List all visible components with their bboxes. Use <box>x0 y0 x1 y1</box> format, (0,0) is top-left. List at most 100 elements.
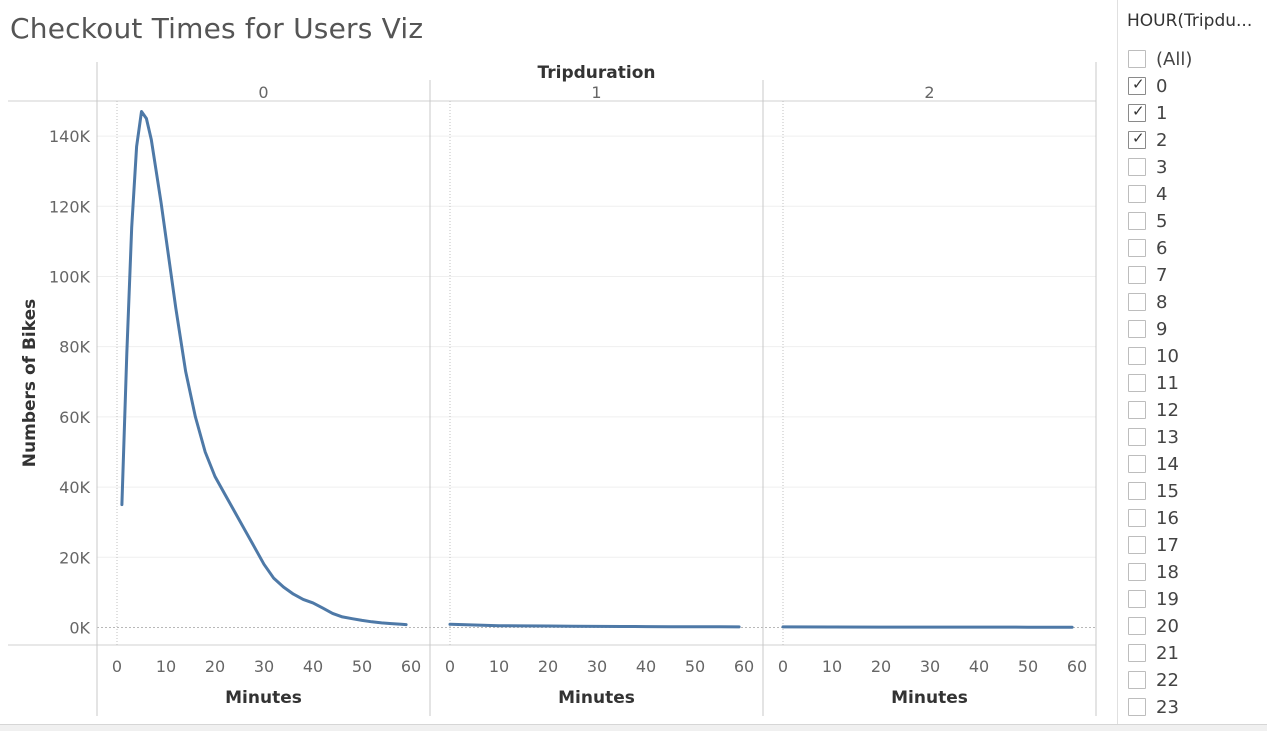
x-tick-label: 30 <box>254 657 274 676</box>
filter-option[interactable]: 13 <box>1128 425 1179 449</box>
filter-option[interactable]: 6 <box>1128 236 1167 260</box>
x-tick-label: 0 <box>112 657 122 676</box>
filter-checkbox[interactable] <box>1128 455 1146 473</box>
filter-checkbox[interactable] <box>1128 698 1146 716</box>
filter-option-label: 22 <box>1156 670 1179 691</box>
filter-option-label: 1 <box>1156 103 1167 124</box>
filter-checkbox[interactable] <box>1128 509 1146 527</box>
x-tick-label: 60 <box>401 657 421 676</box>
panel-label: 0 <box>258 83 268 102</box>
filter-option-label: 16 <box>1156 508 1179 529</box>
panel-label: 2 <box>924 83 934 102</box>
line-chart: Tripduration0K20K40K60K80K100K120K140KNu… <box>0 0 1110 724</box>
series-line <box>450 624 739 627</box>
filter-option-label: 4 <box>1156 184 1167 205</box>
filter-option[interactable]: 14 <box>1128 452 1179 476</box>
filter-option-label: 12 <box>1156 400 1179 421</box>
filter-option-label: 8 <box>1156 292 1167 313</box>
y-tick-label: 0K <box>69 618 90 637</box>
filter-option[interactable]: 0 <box>1128 74 1167 98</box>
x-axis-title: Minutes <box>558 688 635 708</box>
filter-checkbox[interactable] <box>1128 293 1146 311</box>
y-tick-label: 40K <box>59 478 90 497</box>
filter-option[interactable]: 11 <box>1128 371 1179 395</box>
filter-checkbox[interactable] <box>1128 266 1146 284</box>
x-tick-label: 40 <box>636 657 656 676</box>
filter-option[interactable]: 4 <box>1128 182 1167 206</box>
x-tick-label: 30 <box>920 657 940 676</box>
filter-checkbox[interactable] <box>1128 131 1146 149</box>
filter-option[interactable]: 2 <box>1128 128 1167 152</box>
filter-option[interactable]: 8 <box>1128 290 1167 314</box>
filter-checkbox[interactable] <box>1128 374 1146 392</box>
filter-checkbox[interactable] <box>1128 50 1146 68</box>
x-tick-label: 20 <box>871 657 891 676</box>
filter-checkbox[interactable] <box>1128 347 1146 365</box>
filter-checkbox[interactable] <box>1128 239 1146 257</box>
filter-checkbox[interactable] <box>1128 77 1146 95</box>
x-tick-label: 50 <box>1018 657 1038 676</box>
filter-option[interactable]: 22 <box>1128 668 1179 692</box>
filter-checkbox[interactable] <box>1128 185 1146 203</box>
x-tick-label: 10 <box>489 657 509 676</box>
filter-option-label: 2 <box>1156 130 1167 151</box>
filter-checkbox[interactable] <box>1128 320 1146 338</box>
filter-option[interactable]: 16 <box>1128 506 1179 530</box>
x-tick-label: 30 <box>587 657 607 676</box>
filter-option[interactable]: 20 <box>1128 614 1179 638</box>
x-tick-label: 60 <box>734 657 754 676</box>
filter-checkbox[interactable] <box>1128 644 1146 662</box>
filter-checkbox[interactable] <box>1128 536 1146 554</box>
filter-option[interactable]: 12 <box>1128 398 1179 422</box>
x-tick-label: 10 <box>156 657 176 676</box>
y-tick-label: 60K <box>59 408 90 427</box>
x-tick-label: 20 <box>205 657 225 676</box>
filter-checkbox[interactable] <box>1128 158 1146 176</box>
filter-option[interactable]: 21 <box>1128 641 1179 665</box>
filter-option[interactable]: 1 <box>1128 101 1167 125</box>
filter-checkbox[interactable] <box>1128 401 1146 419</box>
filter-option[interactable]: 7 <box>1128 263 1167 287</box>
filter-option[interactable]: 18 <box>1128 560 1179 584</box>
filter-option-label: 5 <box>1156 211 1167 232</box>
x-tick-label: 40 <box>303 657 323 676</box>
filter-option-label: 11 <box>1156 373 1179 394</box>
filter-option-label: 21 <box>1156 643 1179 664</box>
filter-option[interactable]: 3 <box>1128 155 1167 179</box>
filter-checkbox[interactable] <box>1128 617 1146 635</box>
filter-option-label: 17 <box>1156 535 1179 556</box>
filter-checkbox[interactable] <box>1128 104 1146 122</box>
y-tick-label: 20K <box>59 548 90 567</box>
series-line <box>122 112 406 625</box>
filter-option[interactable]: 10 <box>1128 344 1179 368</box>
filter-option[interactable]: 15 <box>1128 479 1179 503</box>
filter-option-label: 9 <box>1156 319 1167 340</box>
filter-option-label: (All) <box>1156 49 1192 70</box>
y-tick-label: 140K <box>49 127 91 146</box>
filter-option-label: 6 <box>1156 238 1167 259</box>
filter-option[interactable]: 23 <box>1128 695 1179 719</box>
filter-checkbox[interactable] <box>1128 590 1146 608</box>
filter-checkbox[interactable] <box>1128 428 1146 446</box>
x-tick-label: 0 <box>445 657 455 676</box>
filter-option[interactable]: 9 <box>1128 317 1167 341</box>
x-tick-label: 50 <box>352 657 372 676</box>
filter-option-label: 0 <box>1156 76 1167 97</box>
filter-option[interactable]: 19 <box>1128 587 1179 611</box>
x-tick-label: 0 <box>778 657 788 676</box>
filter-title: HOUR(Tripdu... <box>1127 11 1252 31</box>
filter-option-label: 3 <box>1156 157 1167 178</box>
filter-checkbox[interactable] <box>1128 482 1146 500</box>
y-tick-label: 120K <box>49 197 91 216</box>
hour-filter-panel: HOUR(Tripdu... (All)01234567891011121314… <box>1117 0 1267 724</box>
filter-option[interactable]: 17 <box>1128 533 1179 557</box>
filter-checkbox[interactable] <box>1128 563 1146 581</box>
filter-option[interactable]: (All) <box>1128 47 1192 71</box>
x-tick-label: 60 <box>1067 657 1087 676</box>
x-tick-label: 10 <box>822 657 842 676</box>
filter-checkbox[interactable] <box>1128 671 1146 689</box>
filter-option-label: 15 <box>1156 481 1179 502</box>
x-tick-label: 40 <box>969 657 989 676</box>
filter-checkbox[interactable] <box>1128 212 1146 230</box>
filter-option[interactable]: 5 <box>1128 209 1167 233</box>
